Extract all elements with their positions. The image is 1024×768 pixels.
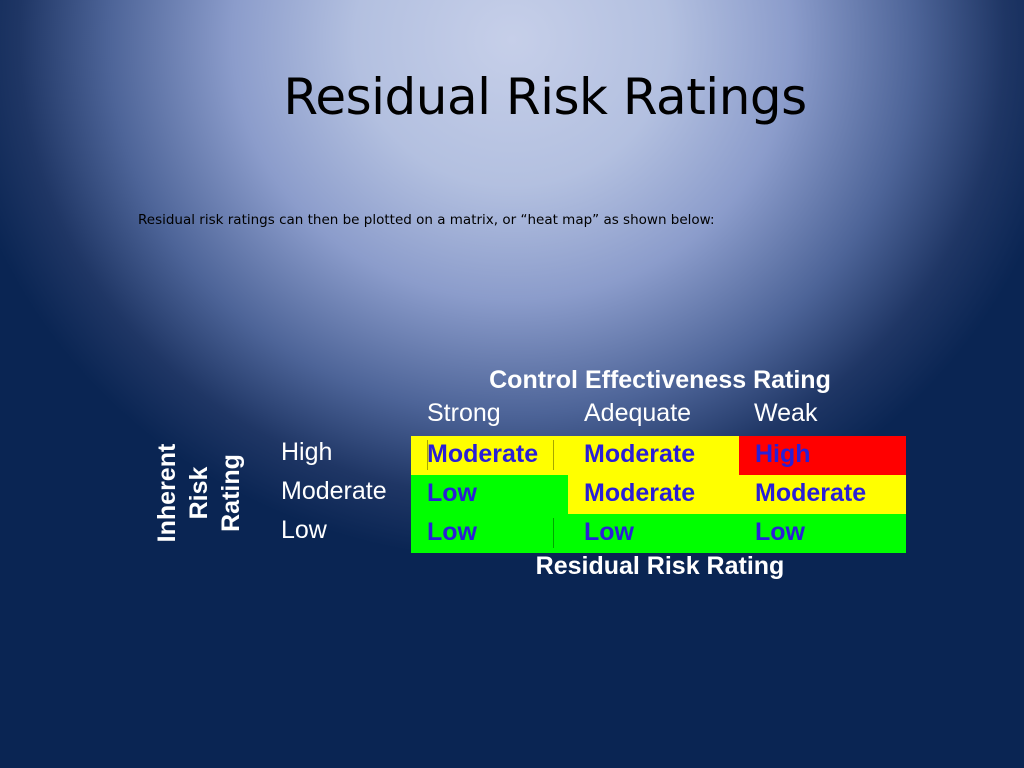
matrix-cell-moderate-weak: Moderate (739, 475, 906, 514)
slide-subtitle: Residual risk ratings can then be plotte… (138, 212, 715, 228)
matrix-cell-high-adequate: Moderate (568, 436, 739, 475)
cell-divider (427, 440, 428, 470)
row-label-moderate: Moderate (281, 477, 387, 505)
row-label-high: High (281, 438, 333, 466)
axis-label-line: Rating (217, 454, 245, 532)
matrix-cell-low-adequate: Low (568, 514, 739, 553)
column-label-strong: Strong (427, 399, 501, 427)
axis-label-line: Inherent (153, 443, 181, 543)
matrix-cell-moderate-strong: Low (411, 475, 568, 514)
column-label-adequate: Adequate (584, 399, 692, 427)
cell-divider (553, 440, 554, 470)
axis-label-line: Risk (185, 466, 213, 520)
matrix-cell-low-weak: Low (739, 514, 906, 553)
residual-risk-rating-label: Residual Risk Rating (535, 552, 785, 580)
row-label-low: Low (281, 516, 327, 544)
matrix-cell-low-strong: Low (411, 514, 568, 553)
slide-title: Residual Risk Ratings (283, 68, 807, 126)
column-label-weak: Weak (754, 399, 818, 427)
control-effectiveness-header: Control Effectiveness Rating (489, 366, 831, 394)
matrix-cell-high-strong: Moderate (411, 436, 568, 475)
matrix-cell-high-weak: High (739, 436, 906, 475)
cell-divider (553, 518, 554, 548)
inherent-risk-axis-label: Inherent Risk Rating (151, 444, 247, 543)
matrix-cell-moderate-adequate: Moderate (568, 475, 739, 514)
